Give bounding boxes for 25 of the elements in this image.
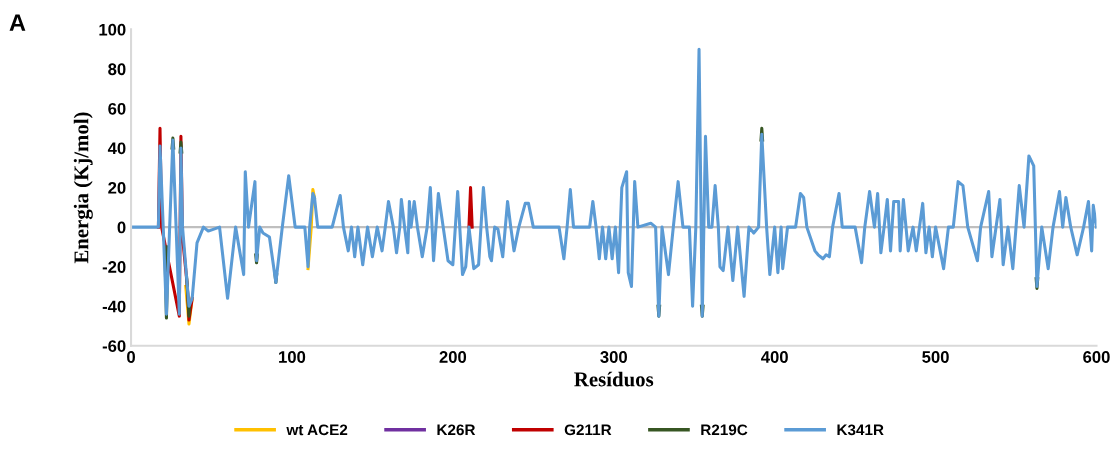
legend-label: wt ACE2	[286, 424, 348, 436]
legend-label: K341R	[837, 424, 884, 436]
x-tick-label: 200	[439, 351, 467, 363]
x-tick-label: 0	[127, 351, 135, 363]
legend-label: K26R	[437, 424, 476, 436]
y-tick-label: -20	[102, 261, 126, 273]
x-tick-label: 600	[1083, 351, 1110, 363]
x-tick-label: 400	[761, 351, 788, 363]
x-axis-title: Resíduos	[574, 371, 654, 387]
y-tick-label: 40	[107, 142, 126, 155]
y-tick-label: 100	[99, 23, 126, 36]
y-axis-title: Energia (Kj/mol)	[73, 112, 93, 264]
chart-title: A	[9, 14, 26, 31]
x-tick-label: 300	[600, 351, 627, 363]
y-tick-label: 60	[108, 102, 126, 115]
legend-label: G211R	[564, 424, 612, 436]
x-tick-label: 500	[922, 351, 949, 363]
y-tick-label: -60	[102, 340, 126, 352]
y-tick-label: -40	[102, 300, 126, 313]
y-tick-label: 0	[117, 221, 126, 234]
x-tick-label: 100	[279, 351, 306, 363]
line-series	[131, 47, 1097, 318]
y-tick-label: 20	[108, 181, 126, 194]
y-tick-label: 80	[108, 63, 126, 76]
legend-label: R219C	[701, 424, 748, 436]
